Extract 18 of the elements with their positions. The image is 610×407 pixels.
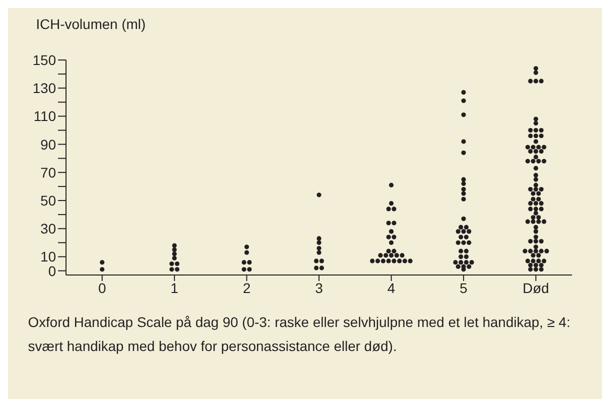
y-tick-label: 110 — [34, 108, 56, 124]
y-tick-label: 90 — [40, 136, 56, 152]
x-tick-label: 0 — [98, 280, 106, 296]
x-tick-label: 4 — [387, 280, 396, 296]
x-tick-label: 1 — [170, 280, 179, 296]
x-tick-label: Død — [522, 280, 550, 296]
x-axis-title: Oxford Handicap Scale på dag 90 (0-3: raske eller selvhjulpne med et let handikap, ≥ 4: svært handikap med behov for personassistance eller død). — [28, 313, 572, 356]
y-tick-label: 0 — [48, 262, 56, 279]
y-tick-label: 30 — [40, 220, 56, 237]
x-tick-label: 5 — [460, 280, 468, 296]
y-tick-label: 150 — [32, 52, 56, 68]
y-tick-label: 70 — [40, 164, 56, 180]
y-tick-label: 50 — [40, 192, 56, 208]
x-tick-label: 2 — [242, 280, 251, 296]
x-tick-label: 3 — [315, 280, 324, 296]
y-tick-label: 10 — [40, 248, 56, 265]
y-tick-label: 130 — [32, 80, 56, 96]
y-axis-title: ICH-volumen (ml) — [36, 16, 146, 32]
